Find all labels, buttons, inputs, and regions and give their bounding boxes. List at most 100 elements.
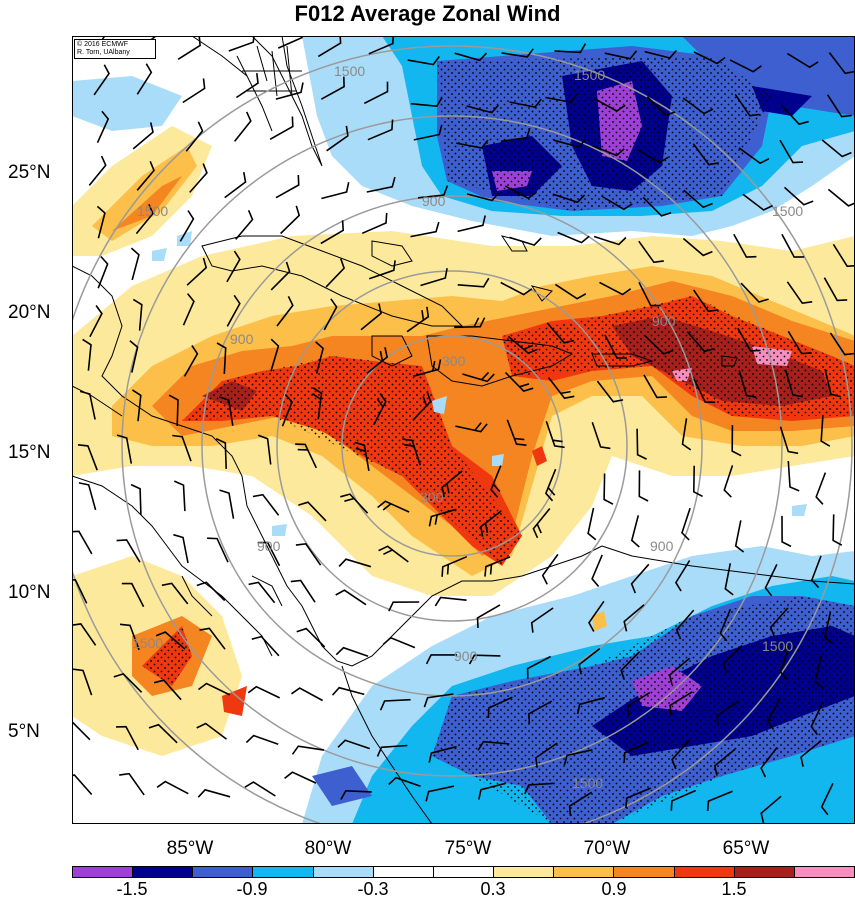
wind-barb <box>215 437 227 469</box>
wind-barb <box>413 124 443 141</box>
wind-barb <box>596 380 624 403</box>
wind-barb <box>72 720 91 741</box>
wind-barb <box>79 390 96 420</box>
wind-barb <box>526 655 551 679</box>
lat-label: 10°N <box>8 582 51 603</box>
wind-barb <box>800 739 822 767</box>
wind-barb <box>441 470 463 498</box>
lon-label: 85°W <box>166 838 214 859</box>
wind-barb <box>119 772 145 796</box>
wind-barb <box>468 654 501 665</box>
wind-barb <box>504 371 534 393</box>
wind-barb <box>693 51 726 65</box>
wind-barb <box>599 281 632 296</box>
wind-barb <box>644 49 678 59</box>
wind-barb <box>532 507 551 539</box>
wind-barb <box>786 52 819 69</box>
wind-barb <box>723 465 734 498</box>
wind-barb <box>815 472 827 505</box>
wind-barb <box>136 160 155 191</box>
wind-barb <box>636 428 647 460</box>
wind-barb <box>119 623 140 651</box>
wind-barb <box>173 533 189 564</box>
wind-barb <box>281 393 293 427</box>
colorbar-swatch <box>674 867 735 877</box>
map-panel: 1500 1500 1500 1500 1500 1500 1500 900 9… <box>72 36 855 824</box>
wind-barb <box>173 480 186 512</box>
wind-barb <box>441 555 468 577</box>
wind-barb <box>545 421 565 449</box>
wind-barb <box>325 258 346 288</box>
wind-barb <box>196 722 227 740</box>
wind-barb <box>692 465 703 498</box>
wind-barb <box>476 604 501 628</box>
wind-barb <box>257 434 272 465</box>
wind-barb <box>681 507 691 541</box>
wind-barb <box>428 745 457 763</box>
wind-barb <box>528 700 553 724</box>
wind-barb <box>738 147 770 165</box>
wind-barb <box>130 247 140 281</box>
colorbar-swatch <box>794 867 855 877</box>
wind-barb <box>591 554 603 588</box>
wind-barb <box>277 36 303 49</box>
wind-barb <box>360 303 382 331</box>
wind-barb <box>224 171 247 199</box>
wind-barb <box>290 579 316 603</box>
wind-barb <box>823 277 848 302</box>
wind-barb <box>787 460 800 492</box>
colorbar-swatch <box>313 867 374 877</box>
wind-barb <box>832 243 855 268</box>
wind-barb <box>722 644 743 674</box>
wind-barb <box>379 698 411 711</box>
wind-barb <box>182 78 206 104</box>
wind-barb <box>248 581 276 604</box>
wind-barb <box>295 443 318 469</box>
wind-barb <box>576 696 606 715</box>
wind-barb <box>587 507 597 541</box>
wind-barb <box>372 393 387 426</box>
wind-barb <box>183 345 199 377</box>
wind-barb <box>320 220 345 245</box>
wind-barb <box>670 789 697 811</box>
wind-barb <box>578 647 601 675</box>
wind-barb <box>626 691 651 717</box>
wind-barb <box>823 611 833 645</box>
wind-barb <box>340 789 372 800</box>
wind-barb <box>131 389 142 422</box>
wind-barb <box>724 563 734 596</box>
wind-barb <box>601 195 633 211</box>
wind-barb <box>552 193 586 204</box>
wind-barb <box>563 749 593 766</box>
wind-barb <box>130 483 142 515</box>
wind-barb <box>630 515 640 548</box>
lon-label: 75°W <box>444 838 492 859</box>
colorbar-swatch <box>133 867 194 877</box>
wind-barb <box>407 56 440 66</box>
colorbar-swatch <box>554 867 615 877</box>
wind-barb <box>172 434 192 462</box>
wind-barb <box>136 63 153 95</box>
wind-barb <box>321 182 350 200</box>
map-title: F012 Average Zonal Wind <box>294 1 561 26</box>
wind-barb <box>786 281 813 305</box>
wind-barb <box>820 415 831 447</box>
wind-barb <box>681 418 692 451</box>
contour-label: 1500 <box>574 67 605 83</box>
wind-barb <box>156 780 189 795</box>
lat-label: 25°N <box>8 162 51 183</box>
lon-label: 70°W <box>583 838 631 859</box>
wind-barb <box>479 510 502 537</box>
contour-label: 1500 <box>762 638 793 654</box>
wind-barb <box>544 468 557 502</box>
wind-barb <box>477 740 510 751</box>
colorbar-label: 1.5 <box>721 879 747 899</box>
wind-barb <box>320 76 345 100</box>
wind-barb <box>643 374 667 399</box>
wind-barb <box>113 672 143 693</box>
wind-barb <box>787 330 812 355</box>
lon-label: 80°W <box>304 838 352 859</box>
wind-barb <box>116 539 141 563</box>
wind-barb <box>275 174 300 199</box>
wind-barb <box>295 542 322 566</box>
